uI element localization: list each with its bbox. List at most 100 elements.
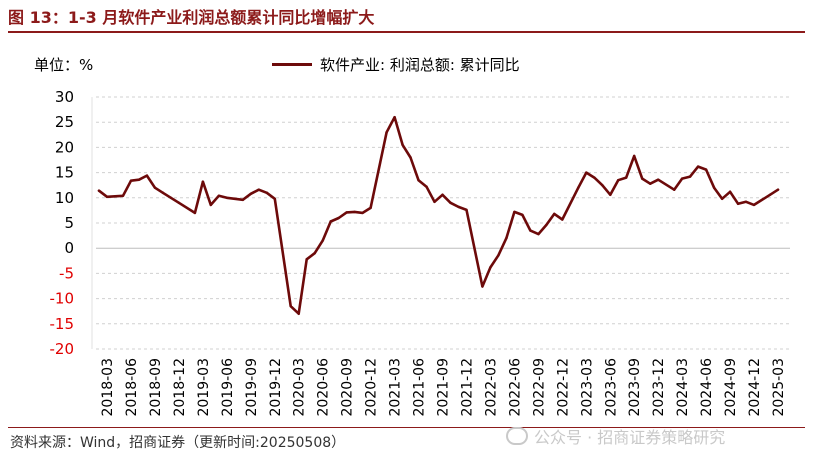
data-point — [369, 206, 372, 210]
data-point — [728, 190, 732, 193]
data-point — [641, 177, 644, 180]
data-point — [489, 266, 492, 269]
data-point — [457, 205, 460, 209]
x-tick-label: 2023-12 — [651, 358, 667, 417]
data-point — [129, 179, 133, 182]
data-point — [688, 175, 692, 178]
data-point — [617, 178, 620, 182]
x-tick-label: 2021-06 — [412, 358, 428, 417]
x-tick-label: 2025-03 — [771, 358, 787, 417]
data-point — [105, 195, 109, 198]
x-tick-label: 2020-09 — [340, 358, 356, 417]
x-tick-label: 2022-03 — [483, 358, 499, 417]
x-tick-label: 2019-12 — [268, 358, 284, 417]
data-point — [145, 174, 149, 177]
x-tick-label: 2018-06 — [124, 358, 140, 417]
title-divider — [8, 31, 805, 33]
data-point — [137, 178, 141, 181]
data-point — [481, 285, 484, 288]
data-point — [537, 232, 540, 236]
x-tick-label: 2021-03 — [388, 358, 404, 417]
data-point — [241, 198, 244, 202]
x-tick-label: 2023-06 — [603, 358, 619, 417]
data-point — [257, 188, 260, 191]
figure-title: 图 13：1-3 月软件产业利润总额累计同比增幅扩大 — [8, 8, 375, 27]
x-tick-label: 2021-09 — [436, 358, 452, 417]
data-point — [177, 201, 181, 205]
data-point — [169, 196, 173, 199]
data-point — [656, 178, 660, 181]
data-point — [193, 211, 197, 215]
data-point — [601, 184, 604, 187]
x-tick-label: 2024-09 — [723, 358, 739, 417]
data-point — [545, 223, 548, 227]
data-point — [249, 192, 252, 195]
x-tick-label: 2024-12 — [747, 358, 763, 417]
x-tick-label: 2019-06 — [220, 358, 236, 417]
y-tick-label: 15 — [55, 164, 74, 182]
data-point — [577, 186, 580, 189]
data-point — [736, 202, 740, 206]
watermark-text: 公众号 · 招商证券策略研究 — [534, 428, 726, 447]
data-point — [585, 171, 588, 174]
data-point — [633, 154, 636, 158]
x-tick-label: 2022-06 — [507, 358, 523, 417]
data-point — [385, 131, 388, 134]
data-point — [744, 200, 748, 204]
data-point — [97, 189, 101, 192]
data-point — [393, 115, 396, 119]
data-point — [297, 312, 300, 315]
data-point — [209, 203, 213, 207]
source-note: 资料来源：Wind，招商证券（更新时间:20250508） — [10, 435, 346, 451]
y-tick-label: -15 — [50, 315, 75, 333]
legend-line-swatch — [272, 63, 312, 66]
data-point — [768, 193, 772, 196]
unit-label: 单位：% — [34, 56, 94, 74]
data-point — [505, 236, 508, 240]
data-point — [329, 220, 332, 223]
data-point — [513, 210, 516, 214]
data-point — [417, 178, 420, 182]
data-point — [313, 252, 316, 255]
data-point — [648, 182, 652, 185]
data-point — [529, 229, 532, 232]
data-point — [497, 254, 500, 257]
y-tick-label: -5 — [59, 264, 74, 282]
data-point — [696, 165, 700, 168]
data-point — [609, 193, 612, 196]
data-point — [776, 188, 780, 191]
data-point — [321, 239, 324, 242]
data-point — [345, 211, 348, 214]
data-point — [201, 180, 205, 183]
y-tick-label: 30 — [55, 88, 74, 106]
y-tick-label: 20 — [55, 138, 74, 156]
data-point — [553, 212, 556, 216]
data-point — [712, 186, 716, 189]
x-tick-label: 2024-06 — [699, 358, 715, 417]
x-tick-label: 2018-12 — [172, 358, 188, 417]
data-point — [305, 258, 308, 261]
data-point — [593, 176, 596, 179]
x-tick-label: 2019-03 — [196, 358, 212, 417]
data-point — [680, 177, 684, 180]
data-point — [704, 168, 708, 171]
x-tick-label: 2023-09 — [627, 358, 643, 417]
x-tick-label: 2022-09 — [531, 358, 547, 417]
data-point — [409, 156, 412, 159]
data-point — [273, 197, 276, 201]
data-point — [441, 193, 444, 196]
data-point — [449, 201, 452, 205]
data-point — [233, 197, 237, 201]
wechat-icon — [506, 427, 528, 445]
data-point — [625, 176, 628, 179]
data-point — [720, 197, 724, 201]
data-point — [265, 191, 268, 194]
legend-label: 软件产业: 利润总额: 累计同比 — [320, 56, 520, 74]
x-tick-label: 2018-09 — [148, 358, 164, 417]
series-line — [97, 115, 780, 316]
data-point — [672, 188, 676, 191]
y-tick-label: 0 — [64, 239, 74, 257]
data-point — [225, 196, 229, 199]
x-tick-label: 2018-03 — [100, 358, 116, 417]
